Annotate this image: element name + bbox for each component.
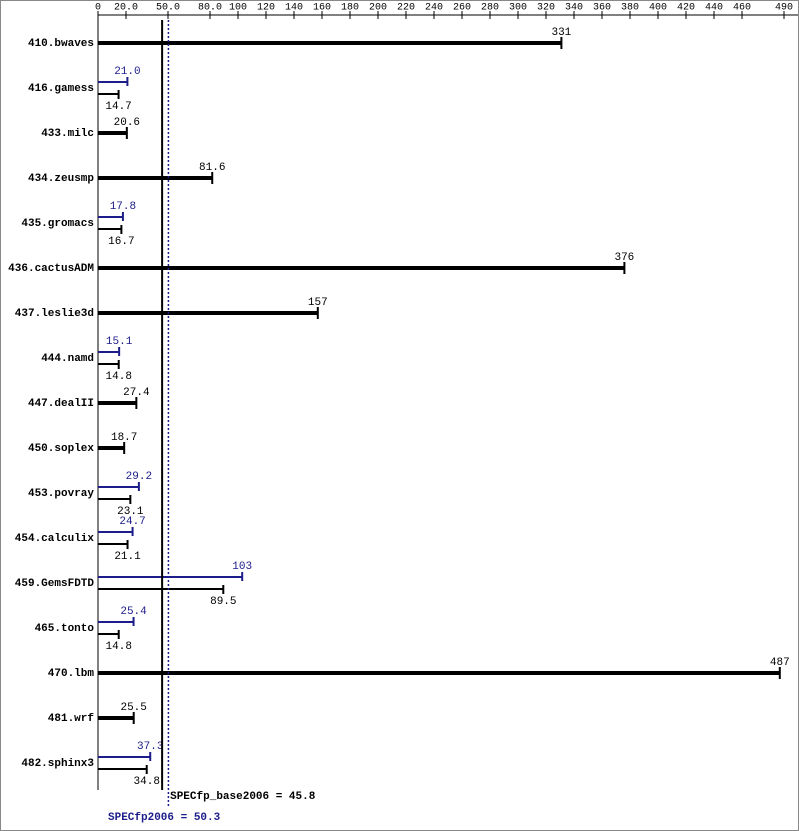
peak-bar	[98, 216, 123, 218]
x-tick-label: 0	[95, 3, 101, 14]
y-tick-label: 481.wrf	[48, 713, 95, 725]
x-tick-label: 490	[775, 3, 793, 14]
x-tick-label: 320	[537, 3, 555, 14]
peak-bar	[98, 81, 128, 83]
value-label: 487	[770, 657, 790, 669]
value-label: 81.6	[199, 162, 225, 174]
value-label: 17.8	[110, 201, 136, 213]
x-tick-label: 140	[285, 3, 303, 14]
value-label: 21.1	[114, 551, 141, 563]
y-tick-label: 410.bwaves	[28, 38, 94, 50]
x-tick-label: 340	[565, 3, 583, 14]
y-tick-label: 435.gromacs	[21, 218, 94, 230]
y-tick-label: 436.cactusADM	[8, 263, 94, 275]
value-label: 25.4	[120, 606, 147, 618]
base-bar	[98, 768, 147, 770]
peak-bar	[98, 351, 120, 353]
peak-bar	[98, 756, 151, 758]
value-label: 23.1	[117, 506, 144, 518]
y-tick-label: 447.dealII	[28, 398, 94, 410]
peak-bar	[98, 576, 243, 578]
value-label: 376	[614, 252, 634, 264]
base-bar	[98, 498, 131, 500]
y-tick-label: 454.calculix	[15, 533, 95, 545]
bar	[98, 671, 780, 675]
x-tick-label: 300	[509, 3, 527, 14]
x-tick-label: 440	[705, 3, 723, 14]
y-tick-label: 465.tonto	[35, 623, 95, 635]
value-label: 21.0	[114, 66, 140, 78]
value-label: 25.5	[120, 702, 146, 714]
x-tick-label: 220	[397, 3, 415, 14]
x-tick-label: 260	[453, 3, 471, 14]
value-label: 14.8	[106, 371, 132, 383]
x-tick-label: 420	[677, 3, 695, 14]
x-tick-label: 120	[257, 3, 275, 14]
x-tick-label: 80.0	[198, 3, 222, 14]
x-tick-label: 200	[369, 3, 387, 14]
x-tick-label: 180	[341, 3, 359, 14]
x-tick-label: 280	[481, 3, 499, 14]
y-tick-label: 433.milc	[41, 128, 94, 140]
x-tick-label: 50.0	[156, 3, 180, 14]
reference-label: SPECfp2006 = 50.3	[108, 812, 221, 824]
value-label: 14.8	[106, 641, 132, 653]
y-tick-label: 444.namd	[41, 353, 94, 365]
base-bar	[98, 633, 119, 635]
value-label: 29.2	[126, 471, 152, 483]
y-tick-label: 450.soplex	[28, 443, 94, 455]
bar	[98, 131, 127, 135]
value-label: 15.1	[106, 336, 133, 348]
value-label: 89.5	[210, 596, 236, 608]
base-bar	[98, 588, 224, 590]
value-label: 103	[232, 561, 252, 573]
value-label: 16.7	[108, 236, 134, 248]
base-bar	[98, 93, 119, 95]
x-tick-label: 380	[621, 3, 639, 14]
x-tick-label: 360	[593, 3, 611, 14]
x-tick-label: 240	[425, 3, 443, 14]
bar	[98, 266, 625, 270]
peak-bar	[98, 531, 133, 533]
value-label: 24.7	[119, 516, 145, 528]
bar	[98, 401, 137, 405]
value-label: 37.3	[137, 741, 163, 753]
bar	[98, 716, 134, 720]
bar	[98, 446, 125, 450]
x-tick-label: 20.0	[114, 3, 138, 14]
reference-label: SPECfp_base2006 = 45.8	[170, 791, 316, 803]
x-tick-label: 460	[733, 3, 751, 14]
x-tick-label: 160	[313, 3, 331, 14]
y-tick-label: 437.leslie3d	[15, 308, 94, 320]
x-tick-label: 400	[649, 3, 667, 14]
bar	[98, 41, 562, 45]
y-tick-label: 470.lbm	[48, 668, 95, 680]
base-bar	[98, 363, 119, 365]
y-tick-label: 459.GemsFDTD	[15, 578, 95, 590]
y-tick-label: 453.povray	[28, 488, 94, 500]
peak-bar	[98, 621, 134, 623]
value-label: 34.8	[134, 776, 160, 788]
base-bar	[98, 228, 122, 230]
value-label: 18.7	[111, 432, 137, 444]
value-label: 20.6	[114, 117, 140, 129]
y-tick-label: 434.zeusmp	[28, 173, 94, 185]
peak-bar	[98, 486, 139, 488]
bar	[98, 311, 318, 315]
value-label: 14.7	[105, 101, 131, 113]
base-bar	[98, 543, 128, 545]
y-tick-label: 482.sphinx3	[21, 758, 94, 770]
x-tick-label: 100	[229, 3, 247, 14]
value-label: 27.4	[123, 387, 150, 399]
bar	[98, 176, 213, 180]
value-label: 331	[551, 27, 571, 39]
y-tick-label: 416.gamess	[28, 83, 94, 95]
value-label: 157	[308, 297, 328, 309]
